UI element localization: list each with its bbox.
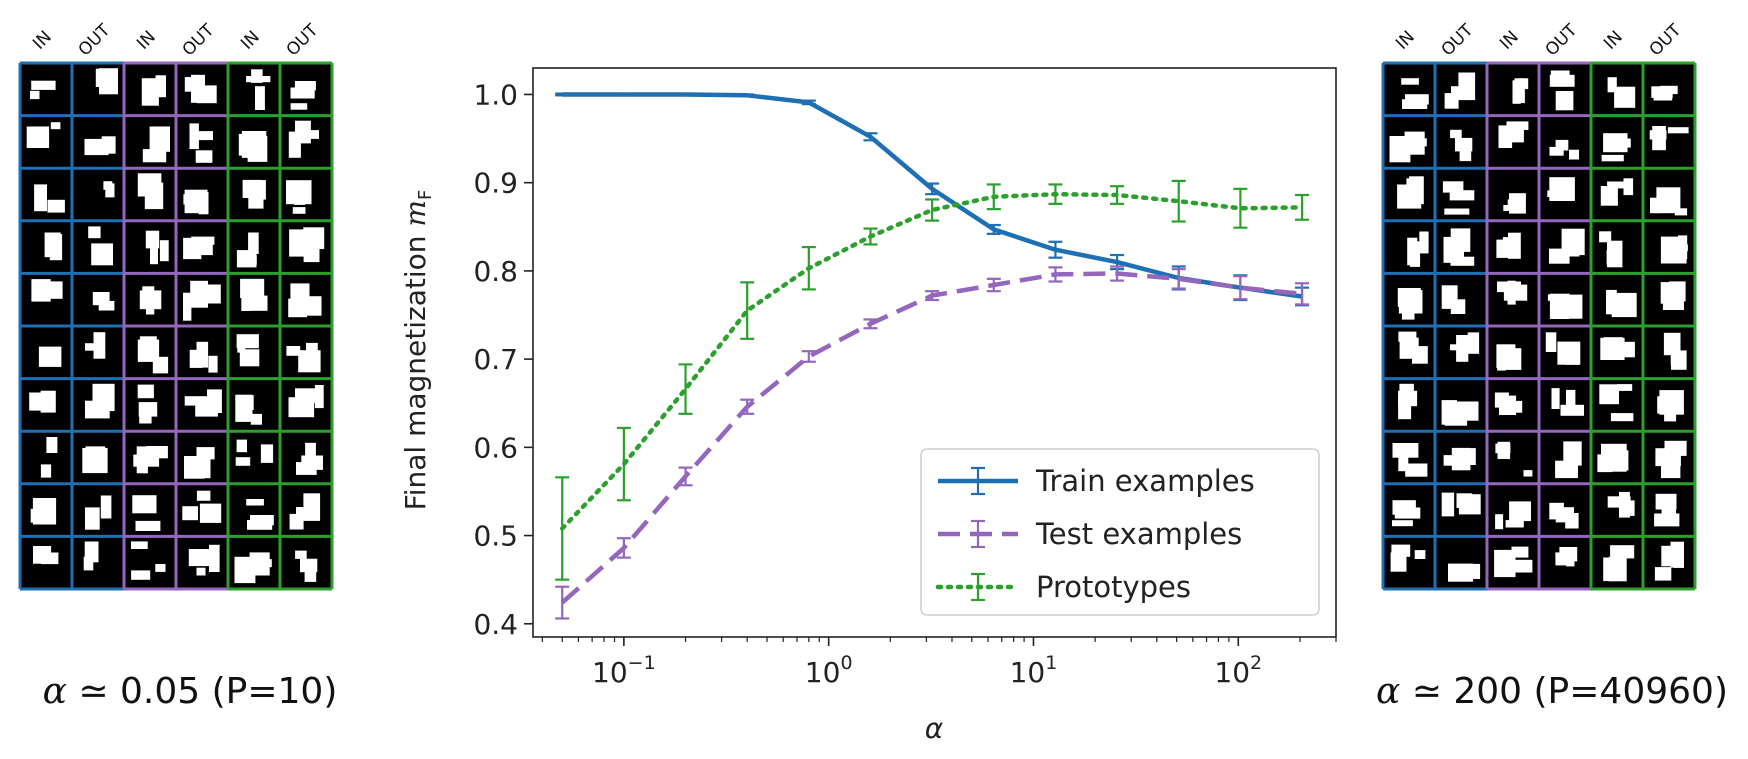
error-bar (801, 350, 816, 363)
column-label: OUT (75, 20, 115, 60)
magnetization-chart: 0.4 0.5 0.6 0.7 0.8 0.9 1.0 10−1 100 101 102 α Fi… (399, 67, 1337, 745)
column-label: IN (1496, 27, 1523, 54)
error-bar (925, 198, 940, 222)
legend-label: Prototypes (1036, 570, 1191, 604)
legend: Train examples Test examples Prototypes (920, 448, 1320, 616)
left-caption: α ≃ 0.05 (P=10) (43, 671, 338, 712)
legend-item: Train examples (938, 464, 1255, 498)
column-label: OUT (179, 20, 219, 60)
error-bar (555, 476, 570, 581)
legend-item: Test examples (938, 517, 1242, 551)
legend-label: Test examples (1035, 517, 1242, 551)
column-label: IN (29, 27, 56, 54)
error-bar (801, 99, 816, 106)
x-tick-label: 10−1 (592, 652, 656, 689)
error-bar (986, 183, 1001, 211)
series-layer (555, 92, 1310, 620)
x-axis: 10−1 100 101 102 (541, 637, 1337, 689)
y-tick-label: 0.9 (473, 167, 518, 200)
error-bar (1110, 265, 1125, 282)
error-bar (616, 537, 631, 559)
legend-item: Prototypes (935, 570, 1191, 604)
error-bar (986, 277, 1001, 293)
error-bar (616, 92, 631, 97)
error-bar (740, 398, 755, 415)
column-label: OUT (1438, 20, 1478, 60)
y-tick-label: 0.7 (473, 343, 518, 376)
error-bar (1295, 282, 1310, 306)
digit-tile (72, 168, 124, 221)
y-tick-label: 0.4 (473, 608, 518, 641)
x-tick-label: 100 (805, 652, 853, 689)
left-digit-panel: IN OUT IN OUT IN OUT (18, 20, 334, 591)
column-label: IN (133, 27, 160, 54)
error-bar (801, 245, 816, 291)
error-bar (863, 227, 878, 246)
y-axis: 0.4 0.5 0.6 0.7 0.8 0.9 1.0 (473, 78, 533, 641)
error-bar (1048, 240, 1063, 259)
error-bar (555, 92, 570, 97)
digit-tile (1591, 483, 1643, 537)
column-label: IN (237, 27, 264, 54)
series-line (562, 92, 1303, 299)
error-bar (1171, 268, 1186, 290)
error-bar (1171, 179, 1186, 223)
error-bar (555, 585, 570, 620)
x-tick-label: 102 (1214, 652, 1262, 689)
x-tick-label: 101 (1010, 652, 1058, 689)
y-axis-label: Final magnetization mF (399, 190, 436, 511)
error-bar (863, 132, 878, 142)
series-prototypes (555, 179, 1310, 581)
error-bar (1110, 185, 1125, 205)
legend-label: Train examples (1035, 464, 1255, 498)
error-bar (616, 426, 631, 502)
error-bar (925, 290, 940, 302)
error-bar (986, 223, 1001, 235)
plot-frame (532, 67, 1337, 638)
digit-tile (1643, 115, 1695, 169)
legend-box (920, 448, 1320, 616)
column-label: IN (1600, 27, 1627, 54)
right-digit-panel: IN OUT IN OUT IN OUT (1381, 20, 1697, 591)
y-tick-label: 0.5 (473, 520, 518, 553)
error-bar (678, 92, 693, 97)
error-bar (863, 318, 878, 330)
error-bar (678, 466, 693, 487)
error-bar (925, 182, 940, 196)
y-tick-label: 1.0 (473, 78, 518, 111)
y-tick-label: 0.8 (473, 255, 518, 288)
error-bar (740, 281, 755, 340)
column-label: OUT (1542, 20, 1582, 60)
column-label: OUT (283, 20, 323, 60)
column-label: OUT (1646, 20, 1686, 60)
error-bar (678, 363, 693, 415)
error-bar (740, 93, 755, 98)
column-label: IN (1392, 27, 1419, 54)
error-bar (1295, 193, 1310, 221)
error-bar (1048, 183, 1063, 205)
error-bar (1048, 266, 1063, 283)
x-axis-label: α (925, 712, 944, 745)
series-test-examples (555, 265, 1310, 620)
right-caption: α ≃ 200 (P=40960) (1376, 671, 1728, 712)
error-bar (1233, 187, 1248, 229)
error-bar (1233, 275, 1248, 301)
y-tick-label: 0.6 (473, 431, 518, 464)
